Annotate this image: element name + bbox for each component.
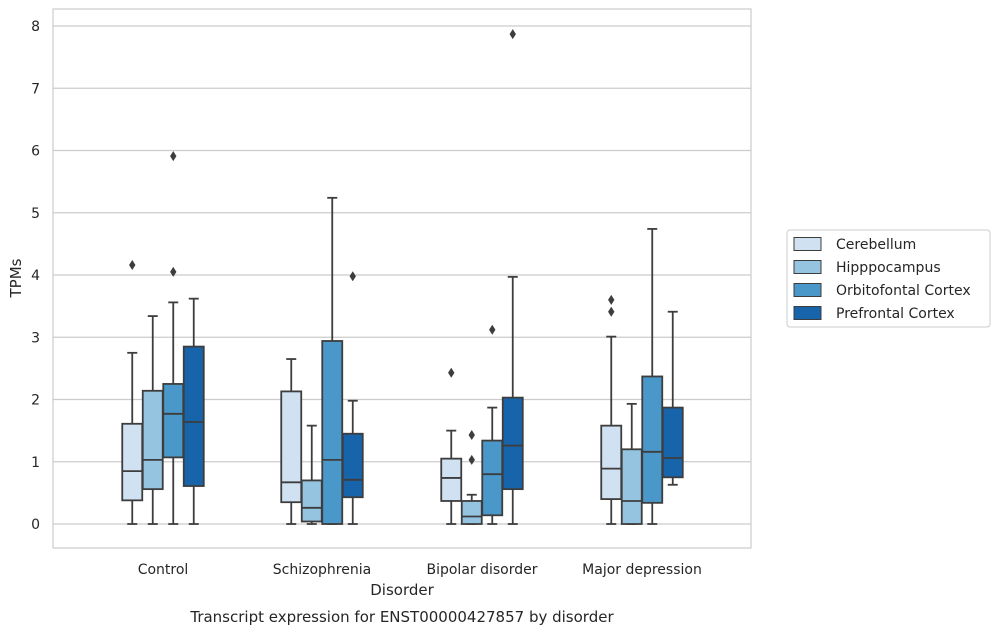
box-0-2 [162,151,185,525]
box-2-3 [501,29,524,525]
outlier-point [509,29,516,40]
y-axis-label: TPMs [7,258,25,298]
legend-entries: Cerebellum Hipppocampus Orbitofontal Corte… [793,237,971,322]
legend-label: Orbitofontal Cortex [836,283,971,299]
legend-item: Cerebellum [793,237,916,253]
box-0-3 [182,297,205,525]
y-tick-label: 5 [31,206,40,222]
outlier-point [468,429,475,440]
outlier-point [129,260,136,271]
box-body [661,406,684,479]
box-3-0 [600,294,623,525]
box-2-0 [440,367,463,525]
box-3-2 [641,228,664,525]
box-body [501,396,524,491]
box-body [121,422,144,502]
legend-swatch [793,237,822,251]
legend-label: Prefrontal Cortex [836,306,955,322]
box-body [300,479,323,523]
y-tick-label: 2 [31,393,40,409]
box-3-3 [661,310,684,486]
box-2-1 [460,429,483,525]
y-tick-label: 3 [31,330,40,346]
legend-swatch [793,260,822,274]
box-body [280,390,303,504]
outlier-point [448,367,455,378]
box-0-0 [121,260,144,525]
box-body [641,375,664,504]
boxes [121,29,684,525]
legend-swatch [793,306,822,320]
x-tick-labels: Control Schizophrenia Bipolar disorder Majo… [138,562,702,578]
y-tick-label: 4 [31,268,40,284]
outlier-point [608,294,615,305]
legend-frame [786,229,991,328]
outlier-point [170,151,177,162]
box-body [600,424,623,500]
legend-item: Prefrontal Cortex [793,306,955,322]
x-axis-label: Disorder [370,581,434,599]
y-tick-label: 7 [31,81,40,97]
legend-item: Orbitofontal Cortex [793,283,971,299]
box-body [182,345,205,487]
legend: Cerebellum Hipppocampus Orbitofontal Corte… [786,229,991,328]
x-tick-label: Schizophrenia [273,562,371,578]
box-body [481,439,504,517]
box-body [460,500,483,525]
outlier-point [170,266,177,277]
legend-label: Hipppocampus [836,260,941,276]
box-body [341,432,364,499]
y-tick-label: 0 [31,517,40,533]
chart-caption: Transcript expression for ENST0000042785… [189,608,614,626]
y-tick-label: 1 [31,455,40,471]
box-body [141,389,164,491]
box-1-2 [321,196,344,525]
outlier-point [349,271,356,282]
legend-item: Hipppocampus [793,260,941,276]
outlier-point [489,324,496,335]
box-3-1 [620,402,643,525]
box-1-0 [280,358,303,525]
box-body [440,457,463,502]
x-tick-label: Control [138,562,189,578]
box-body [162,383,185,459]
outlier-point [468,454,475,465]
legend-swatch [793,283,822,297]
box-2-2 [481,324,504,525]
box-body [620,448,643,525]
x-tick-label: Major depression [582,562,702,578]
box-1-3 [341,271,364,525]
y-tick-labels: 0 1 2 3 4 5 6 7 8 [31,19,40,533]
legend-label: Cerebellum [836,237,916,253]
y-tick-label: 8 [31,19,40,35]
x-tick-label: Bipolar disorder [426,562,537,578]
outlier-point [608,306,615,317]
y-tick-label: 6 [31,144,40,160]
box-body [321,340,344,525]
